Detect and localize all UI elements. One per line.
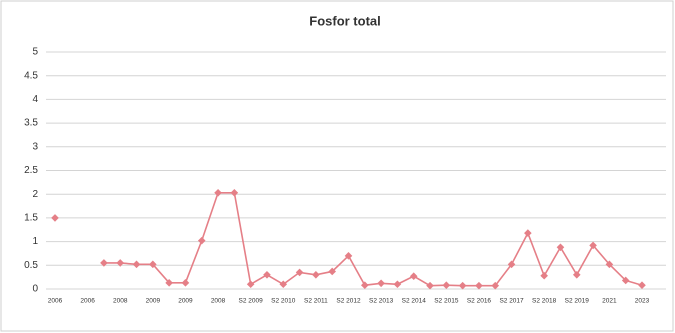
- marker: [475, 281, 483, 290]
- marker: [214, 188, 222, 197]
- marker: [263, 270, 271, 279]
- marker: [132, 260, 141, 269]
- marker: [540, 271, 548, 280]
- marker: [246, 280, 255, 289]
- x-tick-label: 2006: [48, 298, 63, 305]
- x-tick-label: S2 2016: [467, 298, 492, 305]
- marker: [572, 270, 581, 279]
- x-tick-label: S2 2009: [239, 298, 264, 305]
- x-tick-label: 2006: [80, 298, 95, 305]
- y-tick-label: 2: [32, 189, 38, 200]
- marker: [556, 243, 565, 252]
- x-tick-label: S2 2010: [271, 298, 296, 305]
- y-tick-label: 2.5: [24, 165, 38, 176]
- marker: [279, 280, 288, 289]
- marker: [149, 260, 157, 269]
- marker: [51, 214, 59, 222]
- marker: [621, 276, 630, 285]
- y-tick-label: 3: [32, 141, 38, 152]
- x-tick-label: S2 2014: [402, 298, 427, 305]
- x-tick-label: S2 2011: [304, 298, 328, 305]
- x-tick-label: S2 2018: [532, 298, 557, 305]
- y-tick-label: 1: [32, 236, 38, 247]
- marker: [491, 281, 500, 290]
- x-tick-label: 2008: [113, 298, 128, 305]
- y-tick-label: 0.5: [24, 260, 38, 271]
- y-tick-label: 4.5: [24, 70, 38, 81]
- marker: [589, 241, 597, 250]
- marker: [409, 272, 418, 281]
- marker: [458, 281, 467, 290]
- x-tick-label: 2008: [211, 298, 226, 305]
- marker: [393, 280, 402, 289]
- marker: [328, 267, 336, 276]
- marker: [638, 281, 646, 290]
- x-tick-label: 2009: [178, 298, 193, 305]
- x-tick-label: S2 2015: [434, 298, 459, 305]
- y-tick-label: 1.5: [24, 213, 38, 224]
- marker: [230, 188, 239, 197]
- marker: [165, 279, 173, 287]
- marker: [197, 236, 206, 245]
- x-tick-label: 2023: [635, 298, 650, 305]
- x-tick-label: S2 2012: [336, 298, 361, 305]
- y-tick-label: 0: [32, 284, 38, 295]
- marker: [426, 281, 434, 290]
- marker: [605, 260, 614, 269]
- marker: [181, 279, 190, 287]
- x-tick-label: S2 2017: [499, 298, 524, 305]
- x-tick-label: 2021: [602, 298, 617, 305]
- marker: [116, 259, 125, 267]
- marker: [295, 268, 304, 277]
- x-tick-label: S2 2013: [369, 298, 394, 305]
- line: [103, 191, 643, 287]
- marker: [524, 229, 532, 237]
- marker: [377, 279, 385, 288]
- y-tick-label: 4: [32, 94, 38, 105]
- x-tick-label: S2 2019: [565, 298, 590, 305]
- marker: [442, 281, 451, 290]
- y-tick-label: 5: [32, 47, 38, 58]
- marker: [361, 281, 369, 290]
- marker: [344, 252, 353, 260]
- x-tick-label: 2009: [146, 298, 161, 305]
- marker: [100, 259, 108, 267]
- y-tick-label: 3.5: [24, 118, 38, 129]
- chart-title: Fosfor total: [309, 13, 381, 28]
- marker: [312, 270, 320, 279]
- marker: [507, 260, 516, 269]
